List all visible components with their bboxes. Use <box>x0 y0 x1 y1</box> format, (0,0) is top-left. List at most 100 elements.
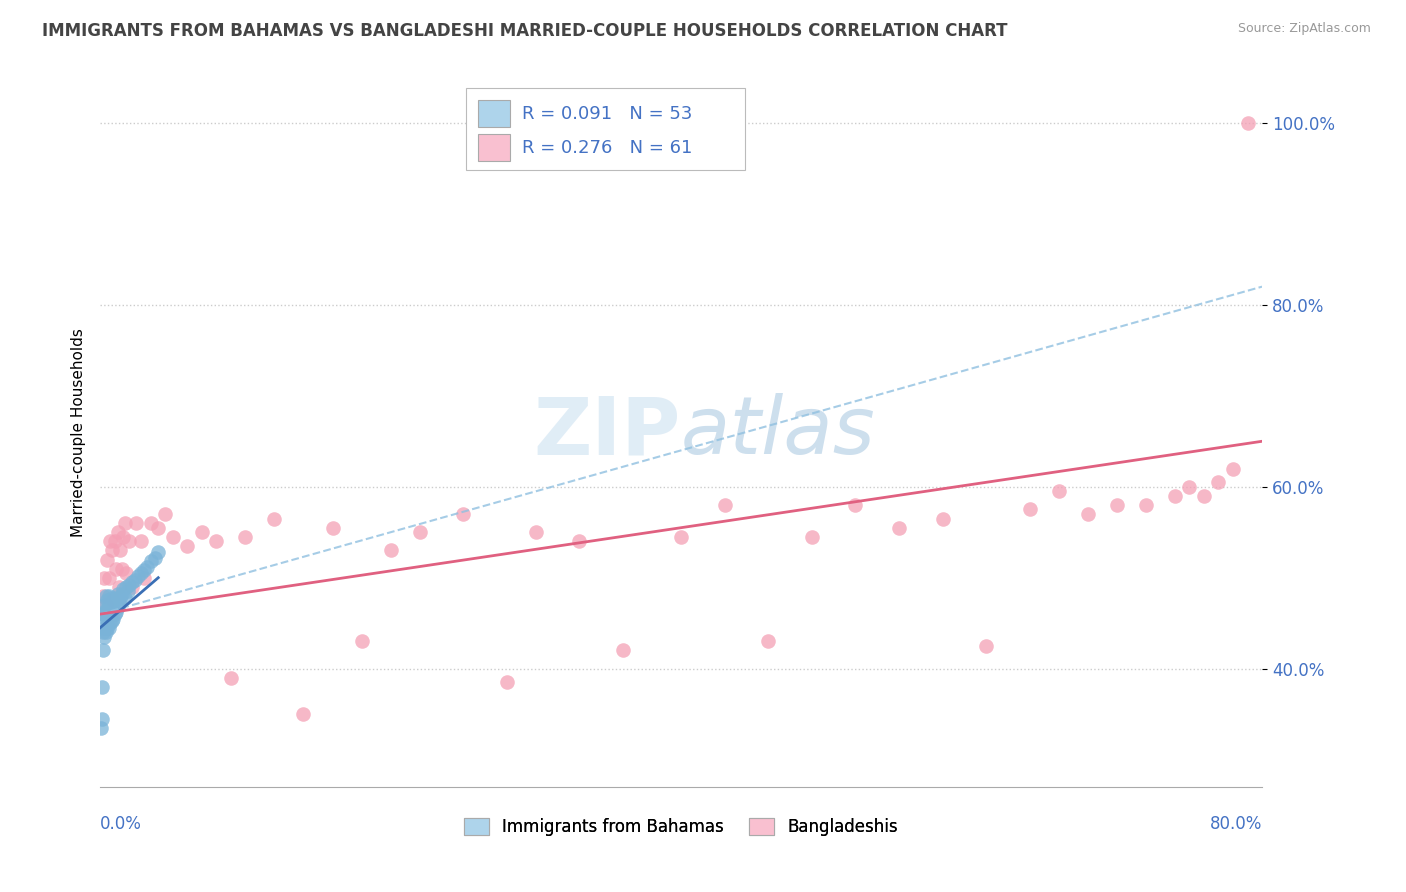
Point <box>96 602 118 616</box>
Point <box>1208 475 1230 490</box>
Point <box>129 566 152 581</box>
Point <box>93 630 115 644</box>
Text: 80.0%: 80.0% <box>1209 815 1263 833</box>
Point <box>93 607 115 621</box>
Point <box>96 612 118 626</box>
Point <box>612 643 634 657</box>
Point <box>107 587 129 601</box>
Point <box>800 530 823 544</box>
Point <box>104 592 127 607</box>
Point <box>96 621 118 635</box>
Text: IMMIGRANTS FROM BAHAMAS VS BANGLADESHI MARRIED-COUPLE HOUSEHOLDS CORRELATION CHA: IMMIGRANTS FROM BAHAMAS VS BANGLADESHI M… <box>42 22 1008 40</box>
Point <box>96 552 118 566</box>
Point <box>568 534 591 549</box>
Point <box>176 539 198 553</box>
Point <box>139 516 162 530</box>
Point <box>380 543 402 558</box>
Point <box>148 521 170 535</box>
Point <box>408 525 430 540</box>
Point <box>135 559 157 574</box>
Point <box>103 612 125 626</box>
Text: 0.0%: 0.0% <box>100 815 142 833</box>
Point <box>93 571 115 585</box>
Point <box>100 602 122 616</box>
Point <box>105 605 128 619</box>
Point <box>108 596 131 610</box>
Legend: Immigrants from Bahamas, Bangladeshis: Immigrants from Bahamas, Bangladeshis <box>457 811 905 842</box>
Point <box>115 566 138 581</box>
Text: R = 0.276   N = 61: R = 0.276 N = 61 <box>522 138 692 157</box>
Point <box>91 607 114 621</box>
Point <box>451 507 474 521</box>
Point <box>263 511 285 525</box>
Point <box>108 580 131 594</box>
Point <box>1178 480 1201 494</box>
Point <box>98 534 121 549</box>
Point <box>93 598 115 612</box>
Text: ZIP: ZIP <box>534 393 681 471</box>
Point <box>97 607 120 621</box>
Point <box>148 545 170 559</box>
Point <box>118 578 141 592</box>
Point <box>91 589 114 603</box>
Point <box>143 550 166 565</box>
Point <box>844 498 866 512</box>
Point <box>117 584 139 599</box>
Text: R = 0.091   N = 53: R = 0.091 N = 53 <box>522 104 692 122</box>
Point <box>94 598 117 612</box>
Point <box>1135 498 1157 512</box>
Point <box>931 511 953 525</box>
Point <box>756 634 779 648</box>
Point <box>98 616 121 631</box>
Point <box>114 591 136 605</box>
FancyBboxPatch shape <box>467 88 745 169</box>
Point <box>121 580 143 594</box>
Y-axis label: Married-couple Households: Married-couple Households <box>72 327 86 537</box>
Point <box>100 615 122 629</box>
Point <box>121 575 143 590</box>
Point <box>205 534 228 549</box>
Point <box>713 498 735 512</box>
Point <box>118 534 141 549</box>
Point <box>112 530 135 544</box>
Point <box>100 543 122 558</box>
Point <box>103 596 125 610</box>
Point <box>219 671 242 685</box>
Point <box>98 605 121 619</box>
Point <box>139 554 162 568</box>
Point <box>1077 507 1099 521</box>
Point <box>129 534 152 549</box>
Point <box>98 593 121 607</box>
Point <box>115 580 138 594</box>
Point <box>100 591 122 605</box>
Point <box>127 569 149 583</box>
Point <box>105 561 128 575</box>
Point <box>350 634 373 648</box>
Point <box>887 521 910 535</box>
Point <box>97 571 120 585</box>
Point <box>97 598 120 612</box>
Point <box>96 593 118 607</box>
Point <box>191 525 214 540</box>
Point <box>114 516 136 530</box>
Point <box>94 602 117 616</box>
Point <box>1222 461 1244 475</box>
Point <box>94 612 117 626</box>
Point <box>90 712 112 726</box>
Text: Source: ZipAtlas.com: Source: ZipAtlas.com <box>1237 22 1371 36</box>
Point <box>91 643 114 657</box>
Point <box>111 587 134 601</box>
Point <box>155 507 177 521</box>
Point <box>107 525 129 540</box>
Point <box>1047 484 1070 499</box>
Point <box>105 591 128 605</box>
Point <box>110 591 132 605</box>
Point <box>1236 116 1258 130</box>
Point <box>104 534 127 549</box>
Point <box>495 675 517 690</box>
FancyBboxPatch shape <box>478 134 510 161</box>
Point <box>974 639 997 653</box>
Point <box>162 530 184 544</box>
Point <box>132 571 155 585</box>
Point <box>90 680 112 694</box>
